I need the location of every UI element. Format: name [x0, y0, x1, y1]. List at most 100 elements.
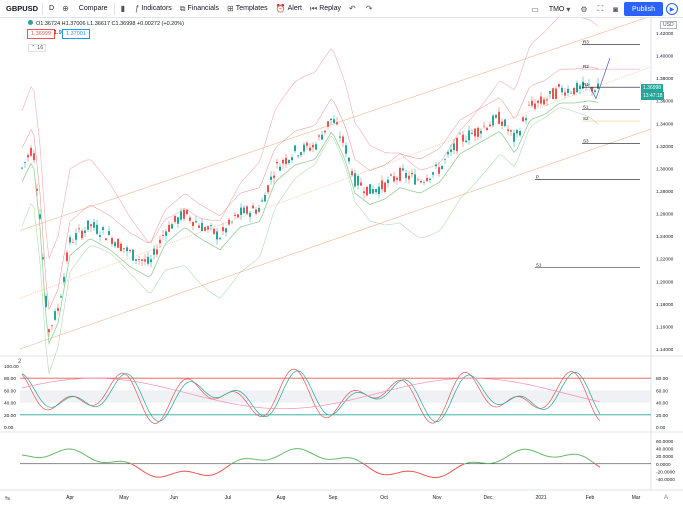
symbol-search[interactable]: GBPUSD — [6, 4, 39, 13]
candle-body — [501, 121, 503, 126]
candle-body — [330, 118, 332, 121]
momentum-positive-line — [22, 449, 600, 468]
play-icon[interactable]: ▶ — [666, 3, 678, 15]
candle-body — [72, 242, 74, 244]
buy-button[interactable]: 1.37001 — [62, 29, 90, 39]
candle-body — [159, 239, 161, 244]
osc-right-tick-label: 80.00 — [656, 376, 668, 382]
momentum-tick-label: 60.0000 — [656, 439, 674, 445]
time-tick-label: Jun — [170, 495, 178, 501]
osc-neutral-band — [20, 390, 651, 403]
candle-body — [582, 81, 584, 89]
toolbar-right: ▭ TMO ▾ ⚙ ⛶ ◙ Publish ▶ — [527, 0, 683, 18]
candle-body — [375, 189, 377, 193]
candle-body — [471, 132, 473, 134]
candle-body — [324, 130, 326, 133]
candle-body — [75, 233, 77, 240]
layout-icon: ▭ — [531, 4, 539, 14]
price-tick-label: 1.30000 — [656, 166, 674, 172]
candle-body — [63, 276, 65, 282]
redo-button[interactable]: ↷ — [362, 0, 379, 18]
candle-body — [219, 238, 221, 240]
candle-body — [354, 173, 356, 187]
candle-body — [333, 119, 335, 123]
time-tick-label: Nov — [433, 495, 442, 501]
publish-button[interactable]: Publish — [624, 2, 663, 16]
top-toolbar: GBPUSD D ⊕ Compare ▮ ƒ Indicators ⧉ Financ… — [0, 0, 683, 18]
price-tick-label: 1.22000 — [656, 257, 674, 263]
momentum-negative-line — [129, 462, 601, 479]
candle-body — [510, 130, 512, 132]
settings-button[interactable]: ⚙ — [576, 0, 593, 18]
date-range-icon[interactable]: ↹ — [5, 496, 11, 502]
financials-button[interactable]: ⧉ Financials — [176, 0, 223, 18]
countdown-label: 13:47:18 — [641, 92, 665, 100]
replay-button[interactable]: ⏮ Replay — [306, 0, 345, 18]
indicators-collapse-button[interactable]: ⌃ 16 — [28, 44, 47, 52]
candle-body — [516, 129, 518, 134]
candle-body — [396, 177, 398, 180]
upper-band-curve — [21, 18, 599, 259]
candle-body — [594, 90, 596, 93]
candle-body — [243, 207, 245, 214]
interval-button[interactable]: D — [49, 5, 55, 12]
lower-band-curve — [21, 107, 599, 374]
candle-body — [33, 153, 35, 161]
candle-body — [567, 88, 569, 93]
templates-button[interactable]: ⊞ Templates — [223, 0, 272, 18]
osc-left-tick-label: 0.00 — [4, 425, 14, 431]
candle-body — [543, 99, 545, 105]
toolbar-divider — [42, 2, 43, 15]
osc-right-tick-label: 60.00 — [656, 388, 668, 394]
candle-body — [345, 145, 347, 154]
channel-upper-line — [19, 18, 647, 231]
candle-body — [237, 214, 239, 218]
chart-canvas[interactable]: 1.42000 1.40000 1.38000 1.36000 1.34000 1.320… — [0, 18, 683, 506]
candle-body — [591, 87, 593, 92]
fullscreen-button[interactable]: ⛶ — [594, 0, 610, 18]
candle-body — [555, 88, 557, 99]
currency-label[interactable]: USD — [660, 21, 677, 29]
time-tick-label: Feb — [586, 495, 595, 501]
undo-button[interactable]: ↶ — [345, 0, 362, 18]
candle-body — [378, 186, 380, 194]
indicators-count: 16 — [37, 45, 44, 51]
candle-body — [303, 144, 305, 152]
candle-body — [246, 206, 248, 214]
candle-body — [228, 219, 230, 225]
momentum-tick-label: 40.0000 — [656, 447, 674, 453]
candle-body — [138, 258, 140, 260]
candle-body — [480, 130, 482, 134]
candle-body — [99, 235, 101, 237]
last-price-label: 1.36998 — [641, 84, 664, 92]
redo-icon: ↷ — [365, 4, 373, 13]
price-tick-label: 1.32000 — [656, 144, 674, 150]
compare-button[interactable]: Compare — [75, 0, 112, 18]
time-tick-label: May — [119, 495, 129, 501]
add-symbol-button[interactable]: ⊕ — [58, 0, 75, 18]
candle-body — [201, 222, 203, 232]
candle-body — [171, 224, 173, 229]
snapshot-button[interactable]: ◙ — [609, 0, 624, 18]
layout-button[interactable]: ▭ — [527, 0, 545, 18]
candle-body — [321, 134, 323, 140]
candles-type-button[interactable]: ▮ — [117, 0, 131, 18]
oscillator-scale-label[interactable]: 2 — [18, 359, 22, 365]
candle-body — [261, 200, 263, 202]
layout-name-button[interactable]: TMO ▾ — [545, 0, 577, 18]
candle-body — [579, 85, 581, 90]
candle-body — [399, 167, 401, 181]
chart-area[interactable]: 1.42000 1.40000 1.38000 1.36000 1.34000 1.320… — [0, 18, 683, 506]
alert-button[interactable]: ⏰ Alert — [272, 0, 306, 18]
price-tick-label: 1.14000 — [656, 347, 674, 353]
price-tick-label: 1.18000 — [656, 302, 674, 308]
auto-scale-icon[interactable]: A — [664, 495, 669, 501]
price-tick-label: 1.36000 — [656, 99, 674, 105]
candle-body — [177, 217, 179, 224]
sell-button[interactable]: 1.36999 — [27, 29, 55, 39]
candle-body — [105, 238, 107, 241]
indicators-button[interactable]: ƒ Indicators — [131, 0, 176, 18]
candle-body — [366, 186, 368, 196]
pivot-label: R3 — [583, 39, 589, 44]
candle-body — [423, 181, 425, 183]
